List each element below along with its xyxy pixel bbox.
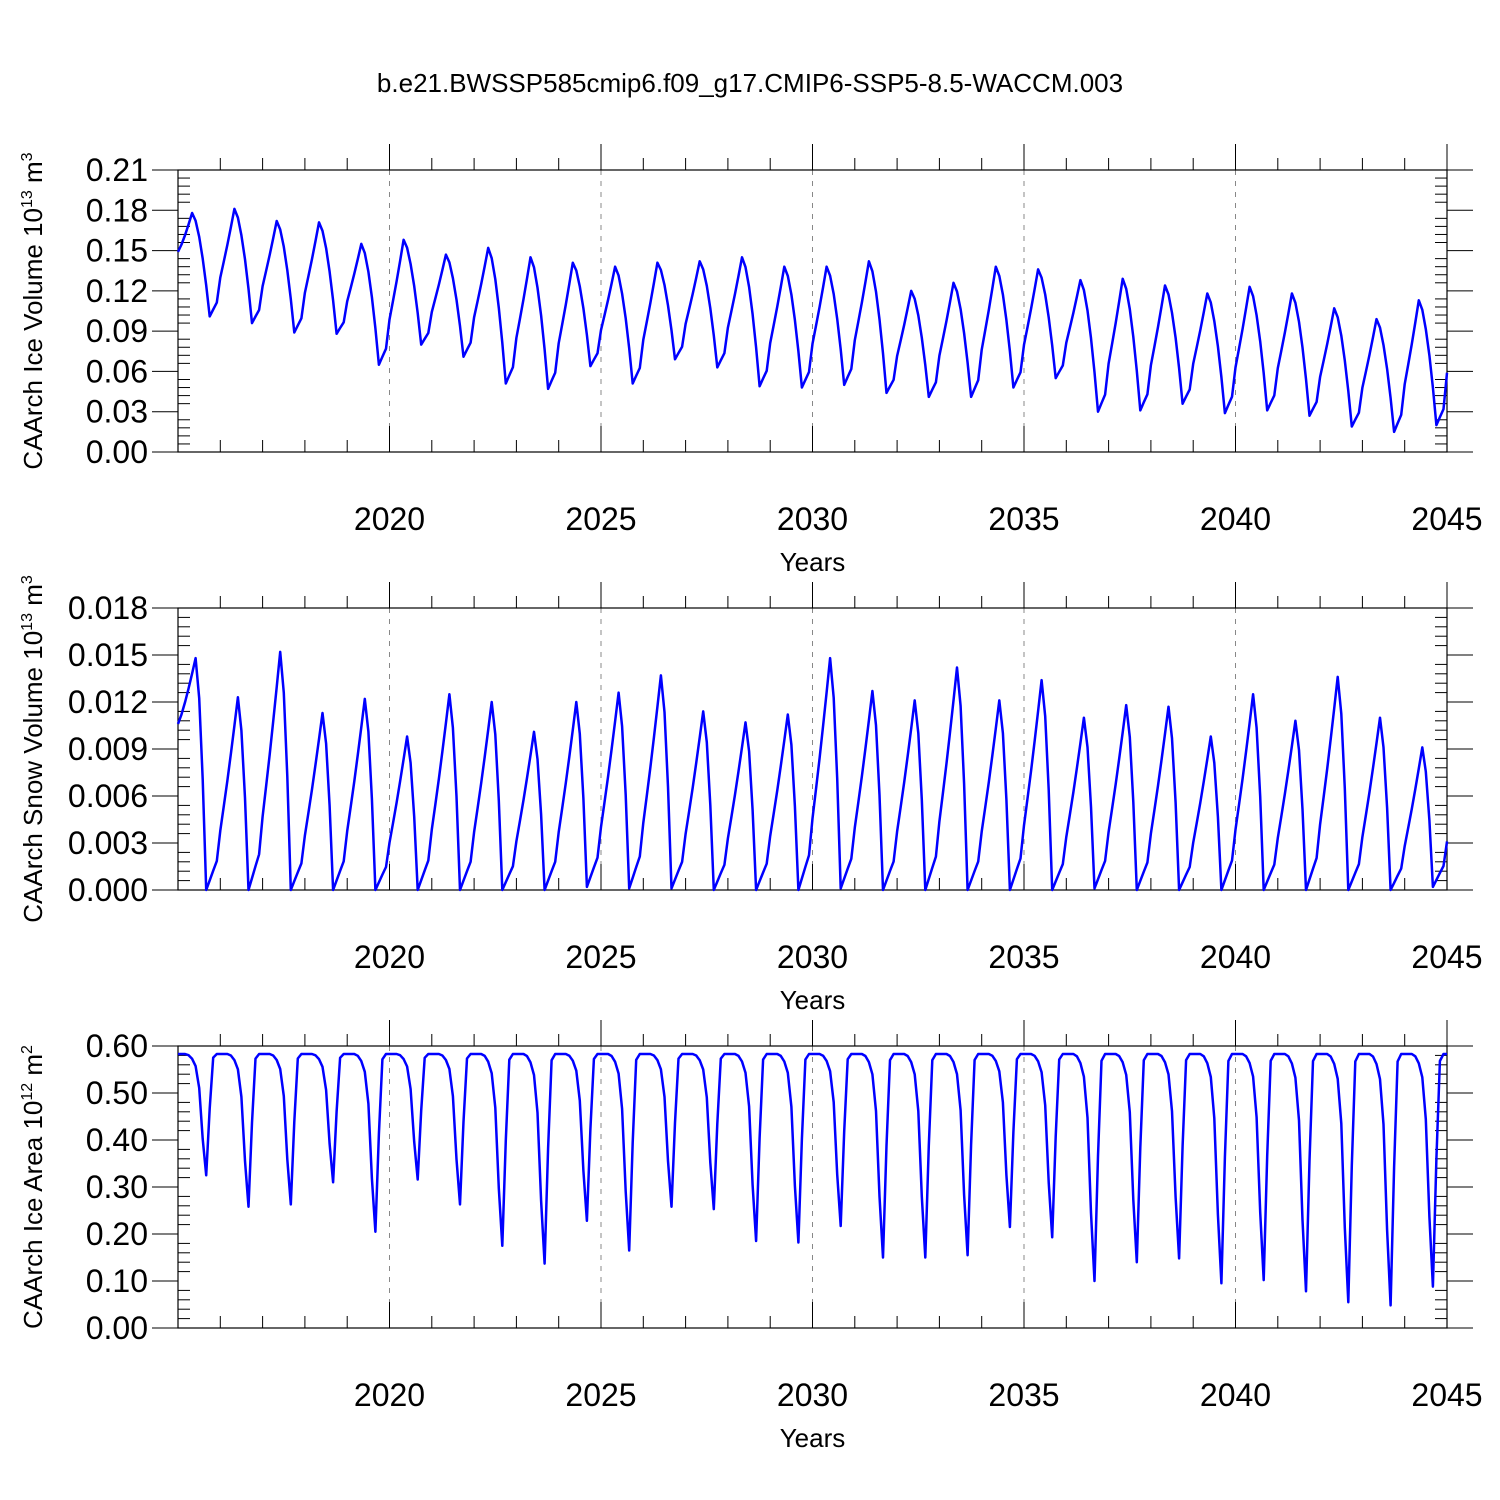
x-tick-label: 2045 <box>1411 1377 1482 1413</box>
y-tick-label: 0.015 <box>68 637 148 673</box>
x-tick-label: 2040 <box>1200 1377 1271 1413</box>
panel-snow-volume: 0.000 0.003 0.006 0.009 0.012 0.015 0.018 2020 2… <box>18 575 1483 1015</box>
y-tick-label: 0.30 <box>86 1169 148 1205</box>
y-tick-label: 0.15 <box>86 233 148 269</box>
y-tick-label: 0.21 <box>86 152 148 188</box>
y-tick-label: 0.009 <box>68 731 148 767</box>
y-tick-label: 0.003 <box>68 825 148 861</box>
x-tick-label: 2030 <box>777 939 848 975</box>
x-axis-title: Years <box>780 1423 846 1453</box>
y-tick-label: 0.018 <box>68 590 148 626</box>
x-tick-label: 2040 <box>1200 501 1271 537</box>
y-tick-label: 0.40 <box>86 1122 148 1158</box>
y-tick-label: 0.10 <box>86 1263 148 1299</box>
series-line-ice-area <box>178 1052 1447 1307</box>
x-tick-label: 2030 <box>777 1377 848 1413</box>
plot-frame <box>177 1045 1448 1329</box>
panel-ice-volume: 0.00 0.03 0.06 0.09 0.12 0.15 0.18 0.21 2020 2025… <box>18 144 1483 577</box>
x-tick-label: 2025 <box>565 939 636 975</box>
x-tick-label: 2020 <box>354 501 425 537</box>
y-tick-label: 0.20 <box>86 1216 148 1252</box>
panel-ice-area: 0.00 0.10 0.20 0.30 0.40 0.50 0.60 2020 2025 2030… <box>18 1020 1483 1453</box>
y-tick-label: 0.09 <box>86 313 148 349</box>
x-tick-label: 2035 <box>988 939 1059 975</box>
series-line-snow-volume <box>176 650 1449 892</box>
x-tick-label: 2045 <box>1411 501 1482 537</box>
x-tick-label: 2035 <box>988 1377 1059 1413</box>
y-tick-label: 0.06 <box>86 353 148 389</box>
x-tick-label: 2020 <box>354 1377 425 1413</box>
x-tick-label: 2040 <box>1200 939 1271 975</box>
y-tick-label: 0.00 <box>86 1310 148 1346</box>
y-tick-label: 0.50 <box>86 1075 148 1111</box>
x-tick-label: 2035 <box>988 501 1059 537</box>
x-tick-label: 2045 <box>1411 939 1482 975</box>
y-tick-label: 0.18 <box>86 192 148 228</box>
y-tick-label: 0.000 <box>68 872 148 908</box>
y-tick-label: 0.012 <box>68 684 148 720</box>
y-axis-title: CAArch Ice Area 1012 m2 <box>18 1045 48 1329</box>
y-tick-label: 0.006 <box>68 778 148 814</box>
x-tick-label: 2030 <box>777 501 848 537</box>
x-axis-title: Years <box>780 985 846 1015</box>
x-axis-title: Years <box>780 547 846 577</box>
y-tick-label: 0.60 <box>86 1028 148 1064</box>
series-line-ice-volume <box>176 207 1449 434</box>
x-tick-label: 2020 <box>354 939 425 975</box>
chart-title: b.e21.BWSSP585cmip6.f09_g17.CMIP6-SSP5-8… <box>376 68 1124 98</box>
y-tick-label: 0.12 <box>86 273 148 309</box>
x-tick-label: 2025 <box>565 1377 636 1413</box>
y-axis-title: CAArch Ice Volume 1013 m3 <box>18 152 48 469</box>
x-tick-label: 2025 <box>565 501 636 537</box>
y-axis-title: CAArch Snow Volume 1013 m3 <box>18 575 48 923</box>
y-tick-label: 0.00 <box>86 434 148 470</box>
y-tick-label: 0.03 <box>86 394 148 430</box>
